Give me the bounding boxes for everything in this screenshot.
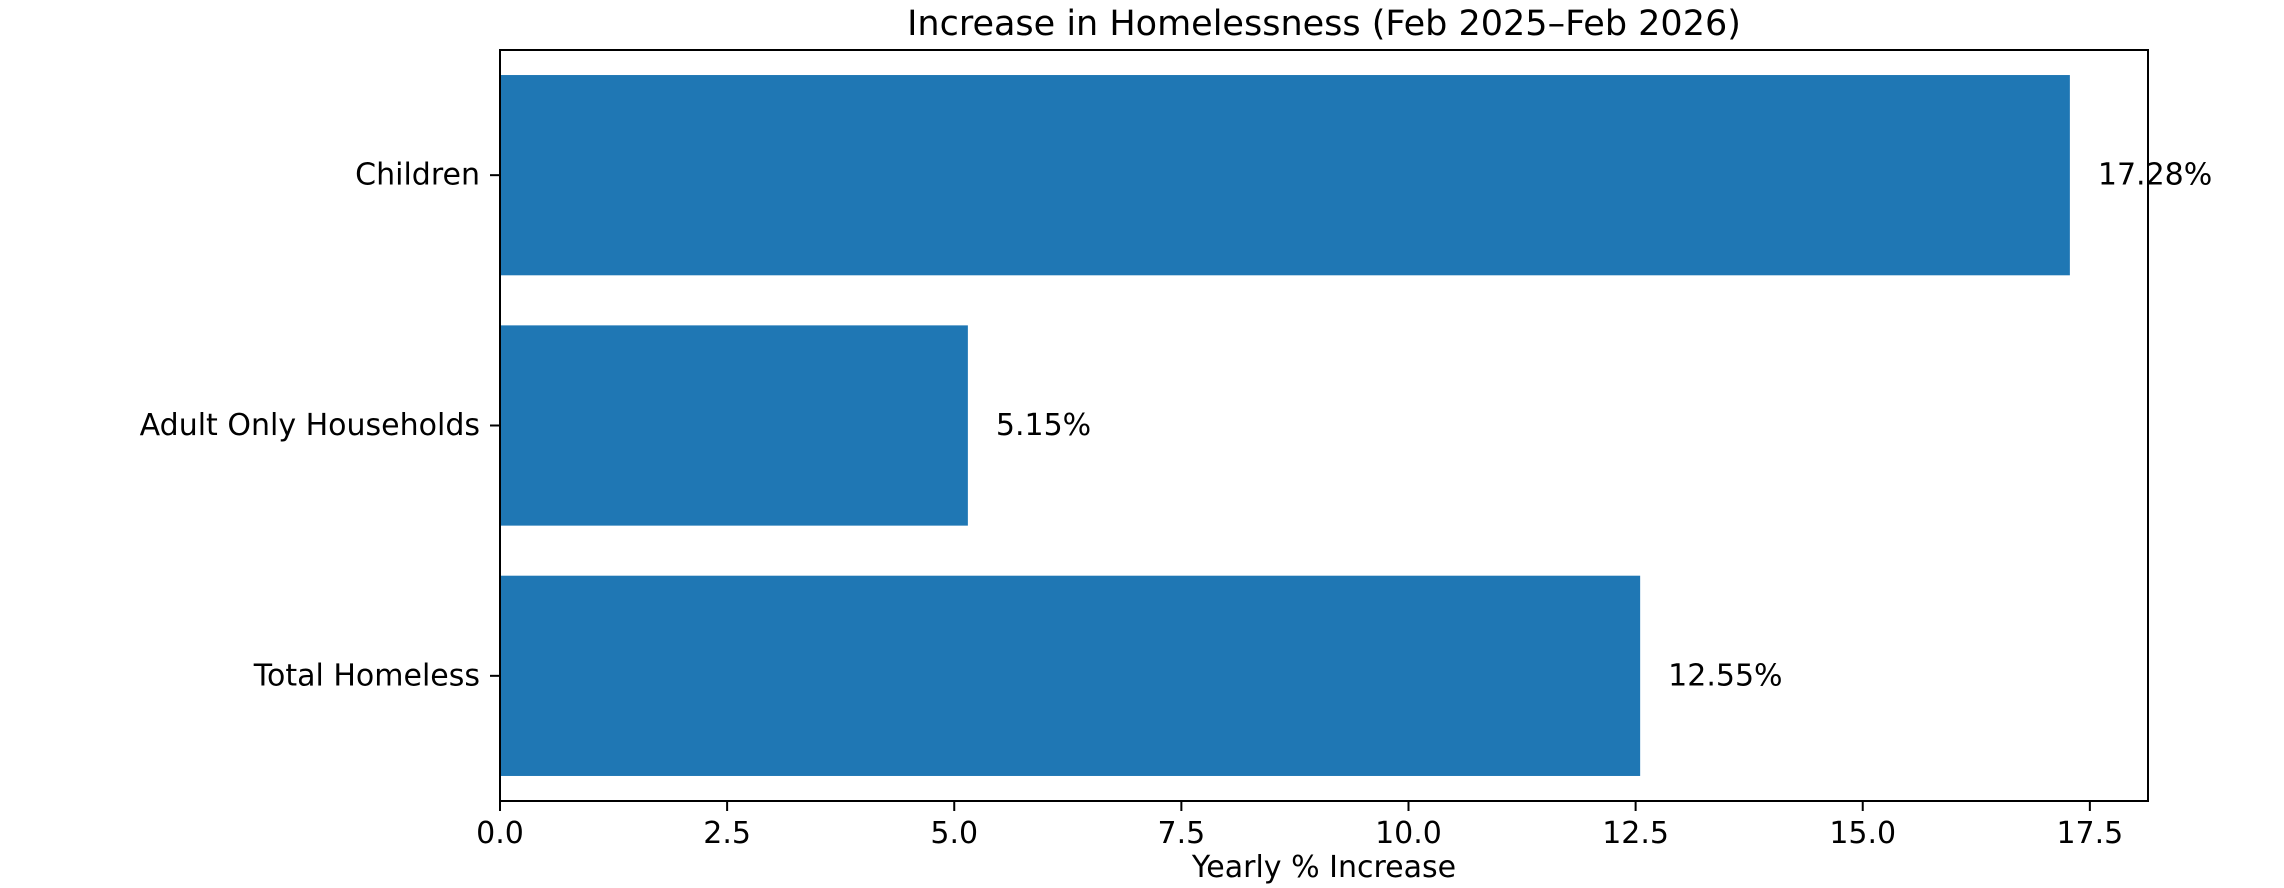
x-tick-label: 15.0 xyxy=(1829,816,1896,851)
data-label: 17.28% xyxy=(2098,158,2212,193)
bar-total-homeless xyxy=(500,575,1641,776)
y-tick-label: Adult Only Households xyxy=(140,408,480,443)
bar-children xyxy=(500,75,2070,276)
x-axis-label: Yearly % Increase xyxy=(1191,850,1456,884)
chart-title: Increase in Homelessness (Feb 2025–Feb 2… xyxy=(907,4,1741,44)
x-tick-label: 7.5 xyxy=(1158,816,1206,851)
data-labels: 17.28% 5.15% 12.55% xyxy=(996,158,2212,694)
x-tick-label: 2.5 xyxy=(703,816,751,851)
y-axis: Children Adult Only Households Total Homel… xyxy=(140,158,500,693)
data-label: 5.15% xyxy=(996,408,1091,443)
bar-adult-only-households xyxy=(500,325,968,526)
x-axis: 0.0 2.5 5.0 7.5 10.0 12.5 15.0 17.5 xyxy=(476,801,2123,851)
data-label: 12.55% xyxy=(1668,658,1782,693)
bars-layer xyxy=(500,75,2070,776)
x-tick-label: 0.0 xyxy=(476,816,524,851)
x-tick-label: 12.5 xyxy=(1602,816,1669,851)
y-tick-label: Total Homeless xyxy=(253,658,480,693)
y-tick-label: Children xyxy=(355,158,480,193)
x-tick-label: 17.5 xyxy=(2056,816,2123,851)
x-tick-label: 5.0 xyxy=(930,816,978,851)
x-tick-label: 10.0 xyxy=(1375,816,1442,851)
